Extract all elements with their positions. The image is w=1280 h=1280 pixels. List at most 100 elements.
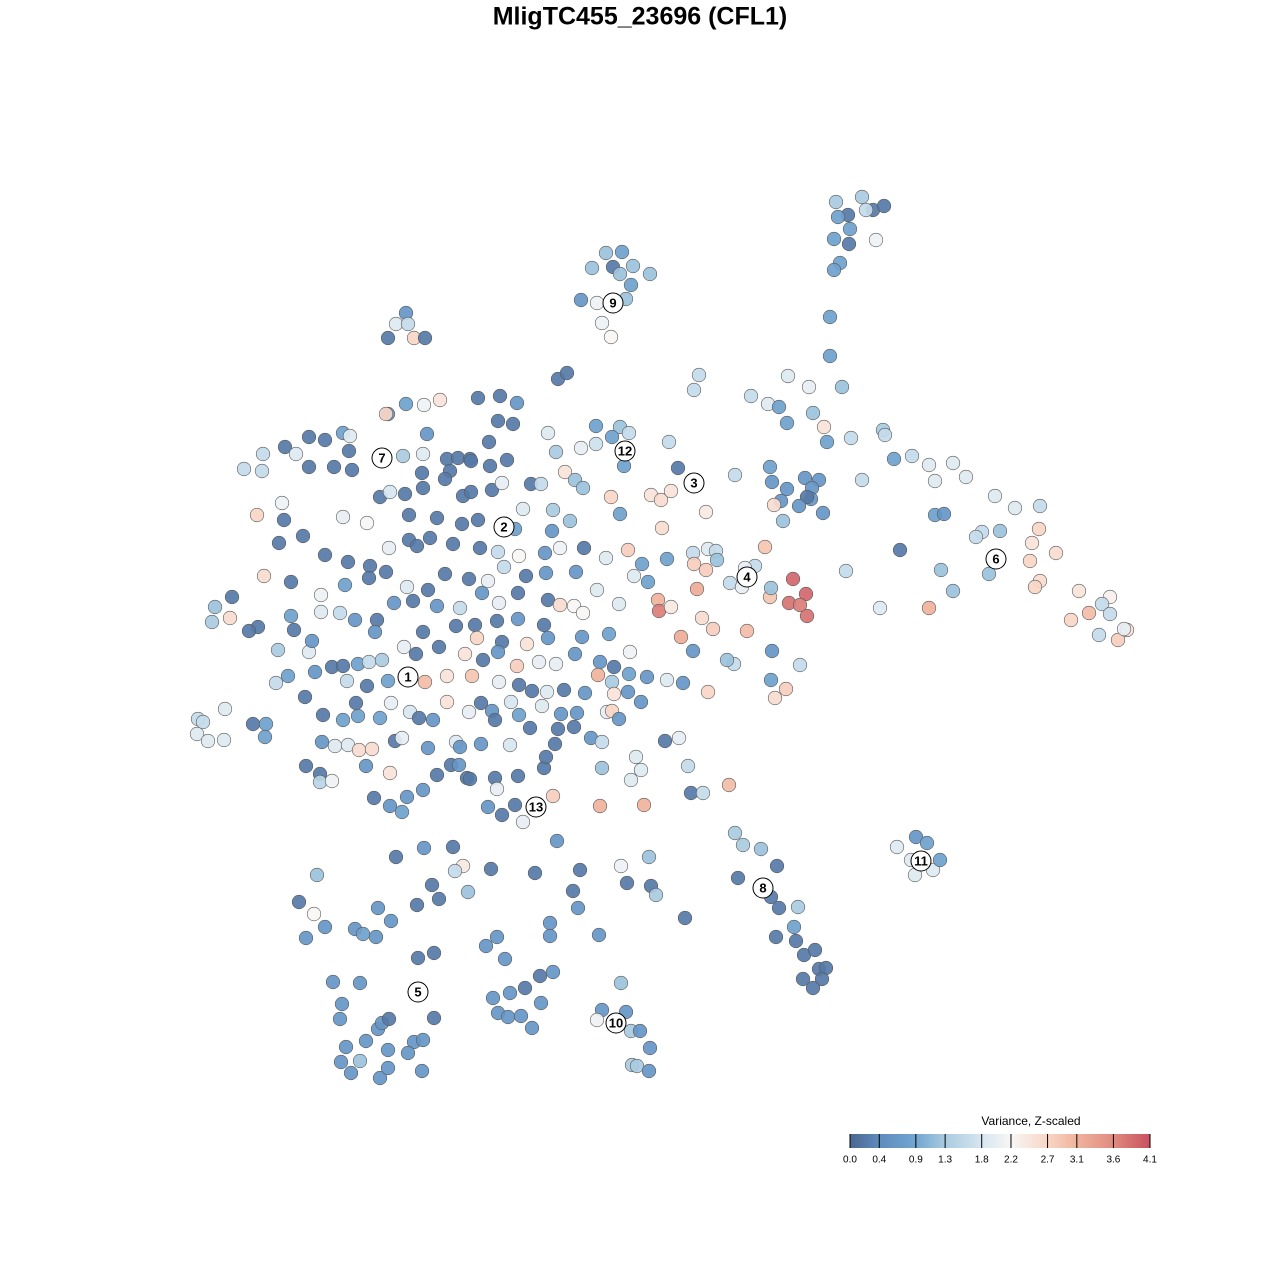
point	[417, 674, 433, 690]
point	[548, 656, 564, 672]
cluster-label-badge	[493, 516, 515, 538]
point	[334, 996, 350, 1012]
point	[481, 434, 497, 450]
point	[417, 330, 433, 346]
point	[216, 732, 232, 748]
point	[1102, 606, 1118, 622]
point	[325, 974, 341, 990]
point	[604, 429, 620, 445]
point	[542, 915, 558, 931]
point	[603, 489, 619, 505]
point	[291, 894, 307, 910]
point	[573, 292, 589, 308]
point	[409, 897, 425, 913]
point	[659, 672, 675, 688]
point	[429, 510, 445, 526]
point	[352, 975, 368, 991]
point	[326, 459, 342, 475]
point	[352, 1053, 368, 1069]
point	[868, 232, 884, 248]
point	[743, 388, 759, 404]
point	[313, 587, 329, 603]
point	[378, 564, 394, 580]
point	[553, 706, 569, 722]
point	[256, 568, 272, 584]
point	[566, 719, 582, 735]
point	[612, 506, 628, 522]
point	[347, 612, 363, 628]
point	[540, 592, 556, 608]
point	[503, 694, 519, 710]
point	[494, 807, 510, 823]
point	[698, 562, 714, 578]
point	[700, 684, 716, 700]
chart-title: MligTC455_23696 (CFL1)	[493, 3, 788, 31]
point	[306, 906, 322, 922]
point	[540, 630, 556, 646]
point	[370, 900, 386, 916]
point	[276, 512, 292, 528]
point	[556, 682, 572, 698]
colorbar-title: Variance, Z-scaled	[981, 1114, 1080, 1128]
point	[497, 951, 513, 967]
point	[439, 694, 455, 710]
point	[788, 933, 804, 949]
point	[927, 473, 943, 489]
point	[532, 968, 548, 984]
point	[807, 942, 823, 958]
cluster-label-badge	[985, 548, 1007, 570]
point	[207, 599, 223, 615]
point	[464, 668, 480, 684]
point	[921, 457, 937, 473]
point	[369, 612, 385, 628]
point	[640, 574, 656, 590]
point	[335, 509, 351, 525]
point	[542, 928, 558, 944]
point	[367, 624, 383, 640]
point	[490, 644, 506, 660]
point	[763, 580, 779, 596]
point	[509, 658, 525, 674]
point	[409, 538, 425, 554]
point	[629, 1058, 645, 1074]
point	[572, 862, 588, 878]
point	[589, 582, 605, 598]
point	[475, 652, 491, 668]
point	[559, 365, 575, 381]
point	[189, 726, 205, 742]
point	[408, 646, 424, 662]
point	[573, 440, 589, 456]
point	[394, 804, 410, 820]
point	[588, 418, 604, 434]
point	[921, 600, 937, 616]
point	[416, 840, 432, 856]
point	[414, 465, 430, 481]
point	[533, 995, 549, 1011]
point	[654, 520, 670, 536]
point	[889, 839, 905, 855]
point	[539, 684, 555, 700]
cluster-label-badge	[614, 440, 636, 462]
point	[568, 564, 584, 580]
point	[594, 315, 610, 331]
point	[603, 329, 619, 345]
point	[457, 646, 473, 662]
point	[805, 405, 821, 421]
point	[786, 919, 802, 935]
point	[557, 464, 573, 480]
point	[730, 870, 746, 886]
point	[509, 395, 525, 411]
point	[317, 919, 333, 935]
point	[768, 929, 784, 945]
point	[277, 439, 293, 455]
point	[797, 470, 813, 486]
point	[545, 964, 561, 980]
point	[327, 738, 343, 754]
point	[381, 540, 397, 556]
point	[510, 768, 526, 784]
point	[420, 740, 436, 756]
point	[739, 623, 755, 639]
point	[531, 654, 547, 670]
point	[437, 566, 453, 582]
